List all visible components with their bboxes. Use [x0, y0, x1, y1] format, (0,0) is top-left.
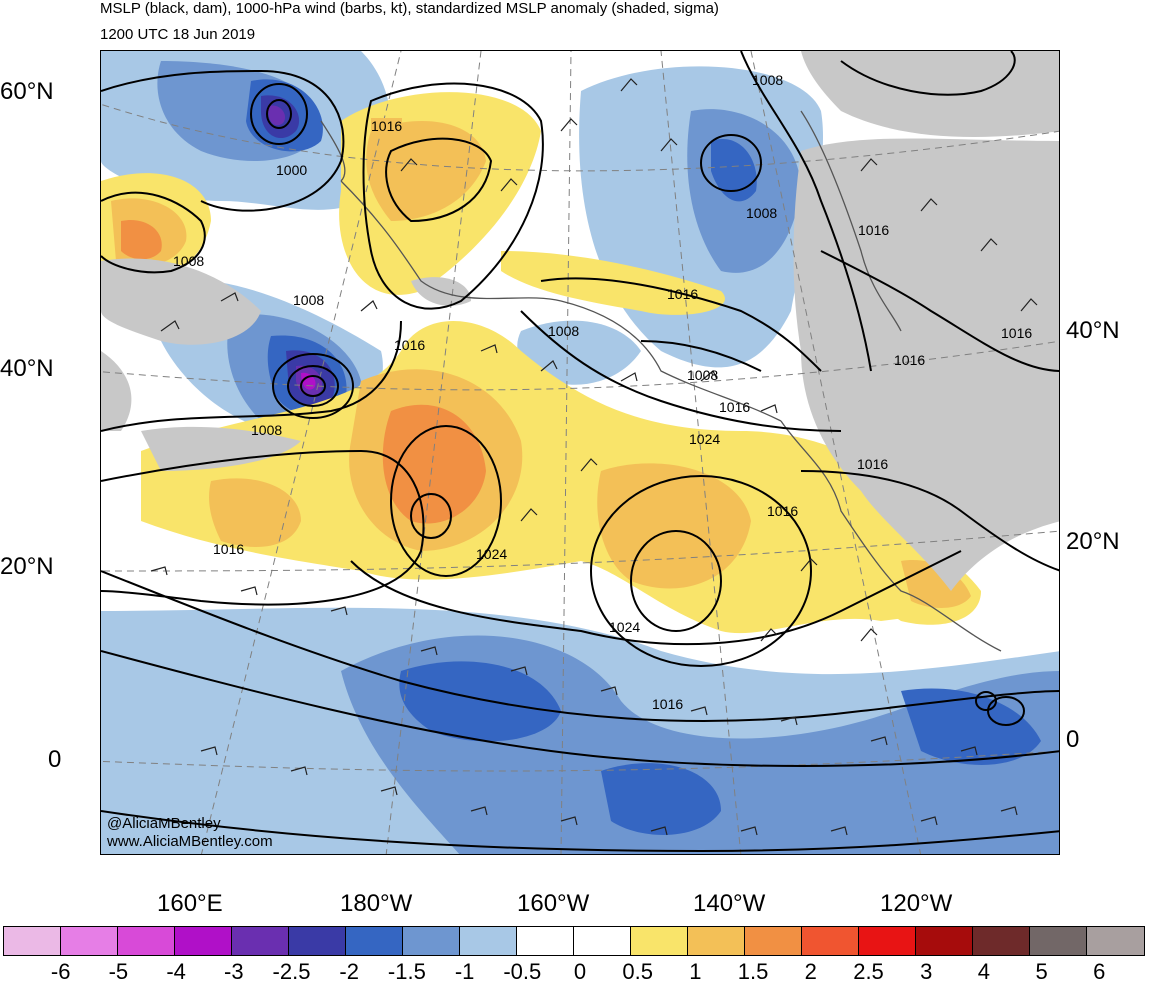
isobar-label: 1024: [689, 431, 721, 447]
lat-label-60n: 60°N: [0, 78, 54, 105]
colorbar-swatch: [745, 927, 802, 955]
colorbar-tick-label: -1.5: [387, 959, 426, 984]
isobar-label: 1008: [173, 253, 205, 269]
colorbar-tick-label: -2: [339, 959, 359, 984]
lat-label-0-right: 0: [1066, 726, 1080, 753]
lon-label-140w: 140°W: [693, 890, 766, 917]
colorbar-tick-label: 4: [977, 959, 991, 984]
colorbar-tick-label: 2: [804, 959, 817, 984]
mslp-isobars: [101, 51, 1059, 853]
colorbar-tick-label: -0.5: [503, 959, 542, 984]
colorbar-swatch: [232, 927, 289, 955]
isobar-label: 1008: [251, 422, 283, 438]
isobar-label: 1008: [752, 72, 784, 88]
colorbar-swatch: [517, 927, 574, 955]
colorbar-tick-label: -1: [454, 959, 475, 984]
lat-label-20n: 20°N: [0, 553, 54, 580]
anomaly-colorbar: [3, 926, 1145, 956]
credit-website: www.AliciaMBentley.com: [107, 833, 273, 850]
colorbar-tick-label: 6: [1093, 959, 1106, 984]
isobar-label: 1024: [609, 619, 641, 635]
colorbar-tick-label: -4: [166, 959, 186, 984]
isobar-label: 1016: [857, 456, 889, 472]
isobar-label: 1016: [394, 337, 426, 353]
isobar-label: 1008: [548, 323, 580, 339]
lat-label-40n-right: 40°N: [1066, 317, 1120, 344]
colorbar-swatch: [4, 927, 61, 955]
lon-label-160w: 160°W: [517, 890, 590, 917]
colorbar-swatch: [460, 927, 517, 955]
lon-label-120w: 120°W: [880, 890, 953, 917]
colorbar-swatch: [1087, 927, 1144, 955]
colorbar-swatch: [916, 927, 973, 955]
credit-handle: @AliciaMBentley: [107, 815, 221, 832]
colorbar-swatch: [346, 927, 403, 955]
colorbar-swatch: [574, 927, 631, 955]
isobar-label: 1008: [293, 292, 325, 308]
colorbar-tick-label: 0: [573, 959, 587, 984]
negative-anomaly-shading: [101, 51, 1059, 854]
colorbar-swatch: [859, 927, 916, 955]
weather-map: 1016 1000 1008 1008 1008 1016 1008 1016 …: [100, 50, 1060, 855]
map-canvas: [101, 51, 1059, 854]
isobar-label: 1008: [746, 205, 778, 221]
lat-label-0: 0: [48, 746, 62, 773]
map-valid-time: 1200 UTC 18 Jun 2019: [100, 26, 256, 43]
lat-label-20n-right: 20°N: [1066, 528, 1120, 555]
colorbar-swatch: [61, 927, 118, 955]
colorbar-swatch: [403, 927, 460, 955]
isobar-label: 1024: [476, 546, 508, 562]
colorbar-tick-label: 1.5: [737, 959, 769, 984]
lon-label-180w: 180°W: [340, 890, 413, 917]
colorbar-tick-label: 0.5: [622, 959, 653, 984]
isobar-label: 1016: [767, 503, 799, 519]
colorbar-tick-label: -6: [50, 959, 71, 984]
lon-label-160e: 160°E: [157, 890, 223, 917]
map-title: MSLP (black, dam), 1000-hPa wind (barbs,…: [100, 0, 719, 17]
colorbar-swatch: [631, 927, 688, 955]
colorbar-swatch: [802, 927, 859, 955]
isobar-label: 1016: [667, 286, 699, 302]
isobar-label: 1016: [719, 399, 751, 415]
lat-label-40n: 40°N: [0, 355, 54, 382]
isobar-label: 1016: [213, 541, 245, 557]
positive-anomaly-shading: [101, 67, 981, 634]
colorbar-tick-label: 3: [920, 959, 933, 984]
isobar-label: 1016: [1001, 325, 1033, 341]
colorbar-swatch: [1030, 927, 1087, 955]
isobar-label: 1016: [652, 696, 684, 712]
colorbar-tick-label: 1: [689, 959, 702, 984]
isobar-label: 1008: [687, 367, 719, 383]
isobar-label: 1016: [894, 352, 926, 368]
colorbar-tick-label: -3: [224, 959, 244, 984]
isobar-label: 1000: [276, 162, 308, 178]
colorbar-tick-label: 2.5: [853, 959, 884, 984]
coastlines: [320, 110, 1002, 652]
isobar-label: 1016: [858, 222, 890, 238]
colorbar-tick-label: -2.5: [272, 959, 311, 984]
wind-barbs: [150, 78, 1038, 836]
isobar-label: 1016: [371, 118, 403, 134]
colorbar-swatch: [118, 927, 175, 955]
colorbar-swatch: [688, 927, 745, 955]
lat-lon-grid: [101, 51, 1059, 854]
colorbar-swatch: [175, 927, 232, 955]
colorbar-swatch: [973, 927, 1030, 955]
colorbar-tick-label: -5: [108, 959, 129, 984]
colorbar-tick-label: 5: [1035, 959, 1048, 984]
colorbar-swatch: [289, 927, 346, 955]
